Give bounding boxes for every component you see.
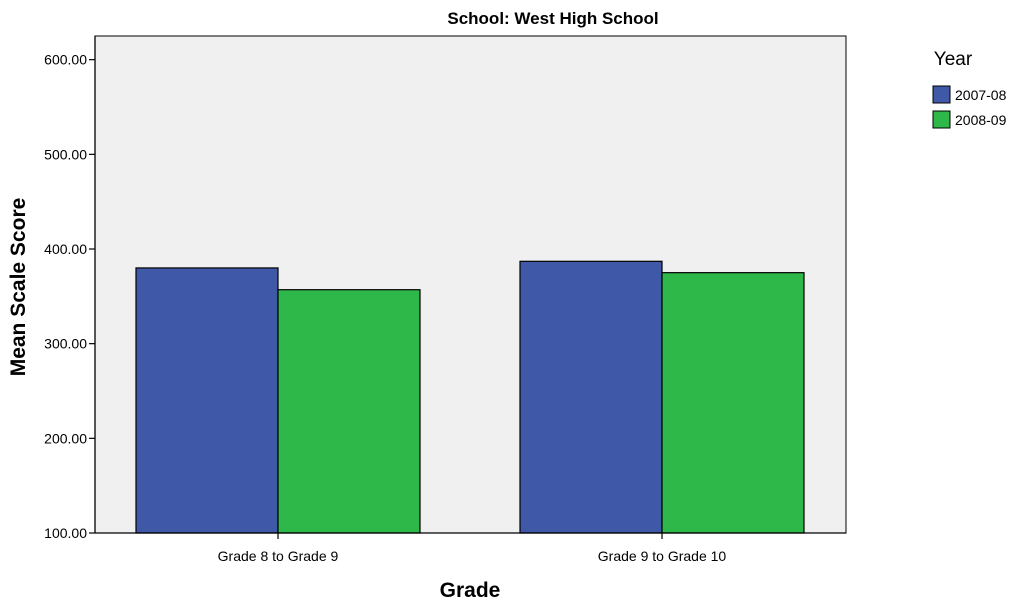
- y-tick-label: 600.00: [44, 52, 87, 68]
- y-tick-label: 100.00: [44, 525, 87, 541]
- x-category-label: Grade 8 to Grade 9: [218, 548, 339, 564]
- bar-2007-08-2: [519, 260, 663, 534]
- y-tick-label: 300.00: [44, 336, 87, 352]
- chart-title: School: West High School: [447, 9, 658, 28]
- x-category-label: Grade 9 to Grade 10: [598, 548, 727, 564]
- legend-title: Year: [934, 49, 973, 70]
- legend-swatch-2007-08: [932, 85, 951, 104]
- y-tick-label: 200.00: [44, 430, 87, 446]
- bar-2007-08-1: [135, 267, 279, 534]
- legend-label-2007-08: 2007-08: [955, 87, 1007, 103]
- legend: Year 2007-08 2008-09: [932, 49, 1007, 129]
- y-axis-title: Mean Scale Score: [7, 198, 30, 377]
- bar-2008-09-2: [661, 272, 805, 534]
- legend-label-2008-09: 2008-09: [955, 112, 1007, 128]
- y-tick-label: 500.00: [44, 146, 87, 162]
- x-axis-title: Grade: [440, 579, 501, 602]
- bar-2008-09-1: [277, 289, 421, 534]
- y-tick-label: 400.00: [44, 241, 87, 257]
- legend-swatch-2008-09: [932, 110, 951, 129]
